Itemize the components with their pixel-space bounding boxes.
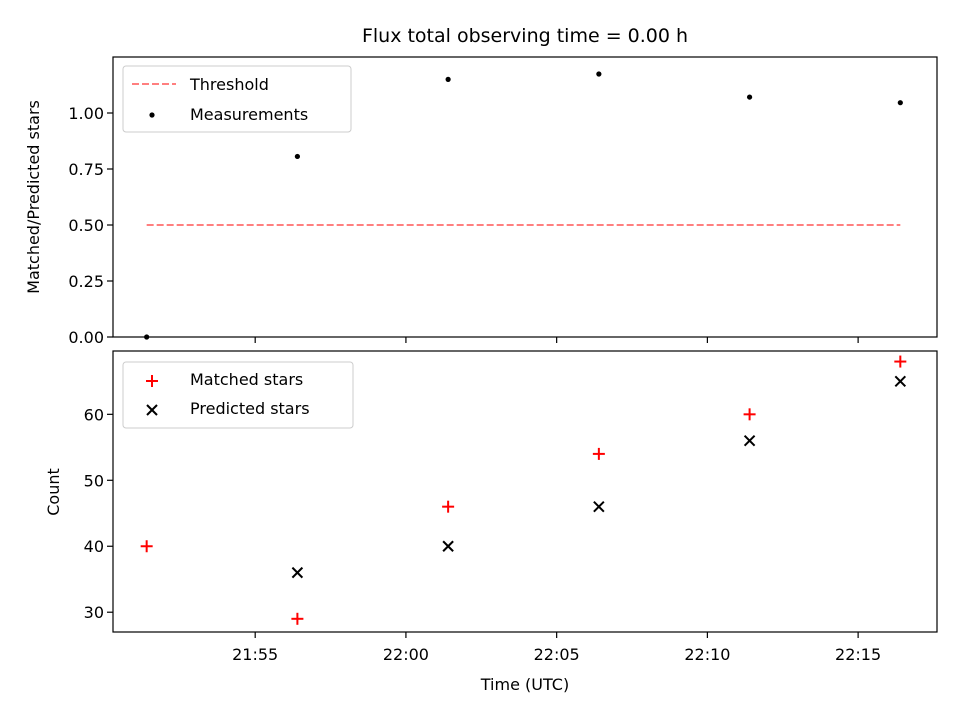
x-tick-label: 22:10 <box>684 645 730 664</box>
top-y-tick-label: 0.50 <box>68 216 104 235</box>
ratio-panel: Flux total observing time = 0.00 h Match… <box>24 25 938 347</box>
measurement-point <box>445 76 451 82</box>
matched-star-point <box>743 408 756 421</box>
predicted-star-point <box>593 500 605 513</box>
legend-predicted-swatch <box>146 404 158 416</box>
measurement-point <box>294 153 300 160</box>
x-tick-label: 21:55 <box>232 645 278 664</box>
bottom-y-tick-label: 60 <box>84 405 104 424</box>
top-y-tick-label: 1.00 <box>68 104 104 123</box>
legend-measurements-swatch <box>149 112 155 118</box>
predicted-star-point <box>291 566 304 579</box>
legend-matched-swatch <box>146 375 158 387</box>
bottom-plot-frame <box>112 350 938 633</box>
top-y-axis-label: Matched/Predicted stars <box>24 100 43 294</box>
bottom-y-tick-label: 50 <box>84 471 104 490</box>
legend-predicted-label: Predicted stars <box>190 399 310 418</box>
x-axis-label: Time (UTC) <box>480 675 569 694</box>
matched-star-point <box>442 500 455 513</box>
top-plot-marks <box>144 71 903 340</box>
measurement-point <box>596 71 602 77</box>
top-legend-box <box>122 65 352 133</box>
legend-matched-label: Matched stars <box>190 370 303 389</box>
top-legend: Threshold Measurements <box>122 65 352 133</box>
matched-star-point <box>140 540 153 553</box>
predicted-star-point <box>894 375 907 388</box>
top-y-tick-label: 0.25 <box>68 272 104 291</box>
predicted-star-point <box>743 435 756 447</box>
bottom-legend-box <box>122 361 354 429</box>
count-panel: Count Time (UTC) 30 40 50 60 21:55 22:00 22:05… <box>44 350 938 694</box>
matched-star-point <box>291 612 304 625</box>
top-plot-frame <box>112 56 938 338</box>
bottom-plot-marks <box>140 355 907 625</box>
x-tick-label: 22:05 <box>534 645 580 664</box>
legend-threshold-label: Threshold <box>189 75 269 94</box>
bottom-y-tick-label: 40 <box>84 537 104 556</box>
measurement-point <box>746 94 753 100</box>
x-tick-label: 22:15 <box>835 645 881 664</box>
chart-title: Flux total observing time = 0.00 h <box>362 25 688 47</box>
top-axis-ticks: 0.00 0.25 0.50 0.75 1.00 <box>68 104 859 347</box>
bottom-axis-ticks: 30 40 50 60 21:55 22:00 22:05 22:10 22:15 <box>84 405 882 664</box>
bottom-y-axis-label: Count <box>44 468 63 516</box>
top-y-tick-label: 0.75 <box>68 160 104 179</box>
bottom-y-tick-label: 30 <box>84 603 104 622</box>
bottom-legend: Matched stars Predicted stars <box>122 361 354 429</box>
legend-measurements-label: Measurements <box>190 105 308 124</box>
matched-star-point <box>592 447 605 460</box>
top-y-tick-label: 0.00 <box>68 328 104 347</box>
measurement-point <box>897 100 903 106</box>
matched-star-point <box>894 355 907 368</box>
predicted-star-point <box>442 540 454 552</box>
x-tick-label: 22:00 <box>383 645 429 664</box>
